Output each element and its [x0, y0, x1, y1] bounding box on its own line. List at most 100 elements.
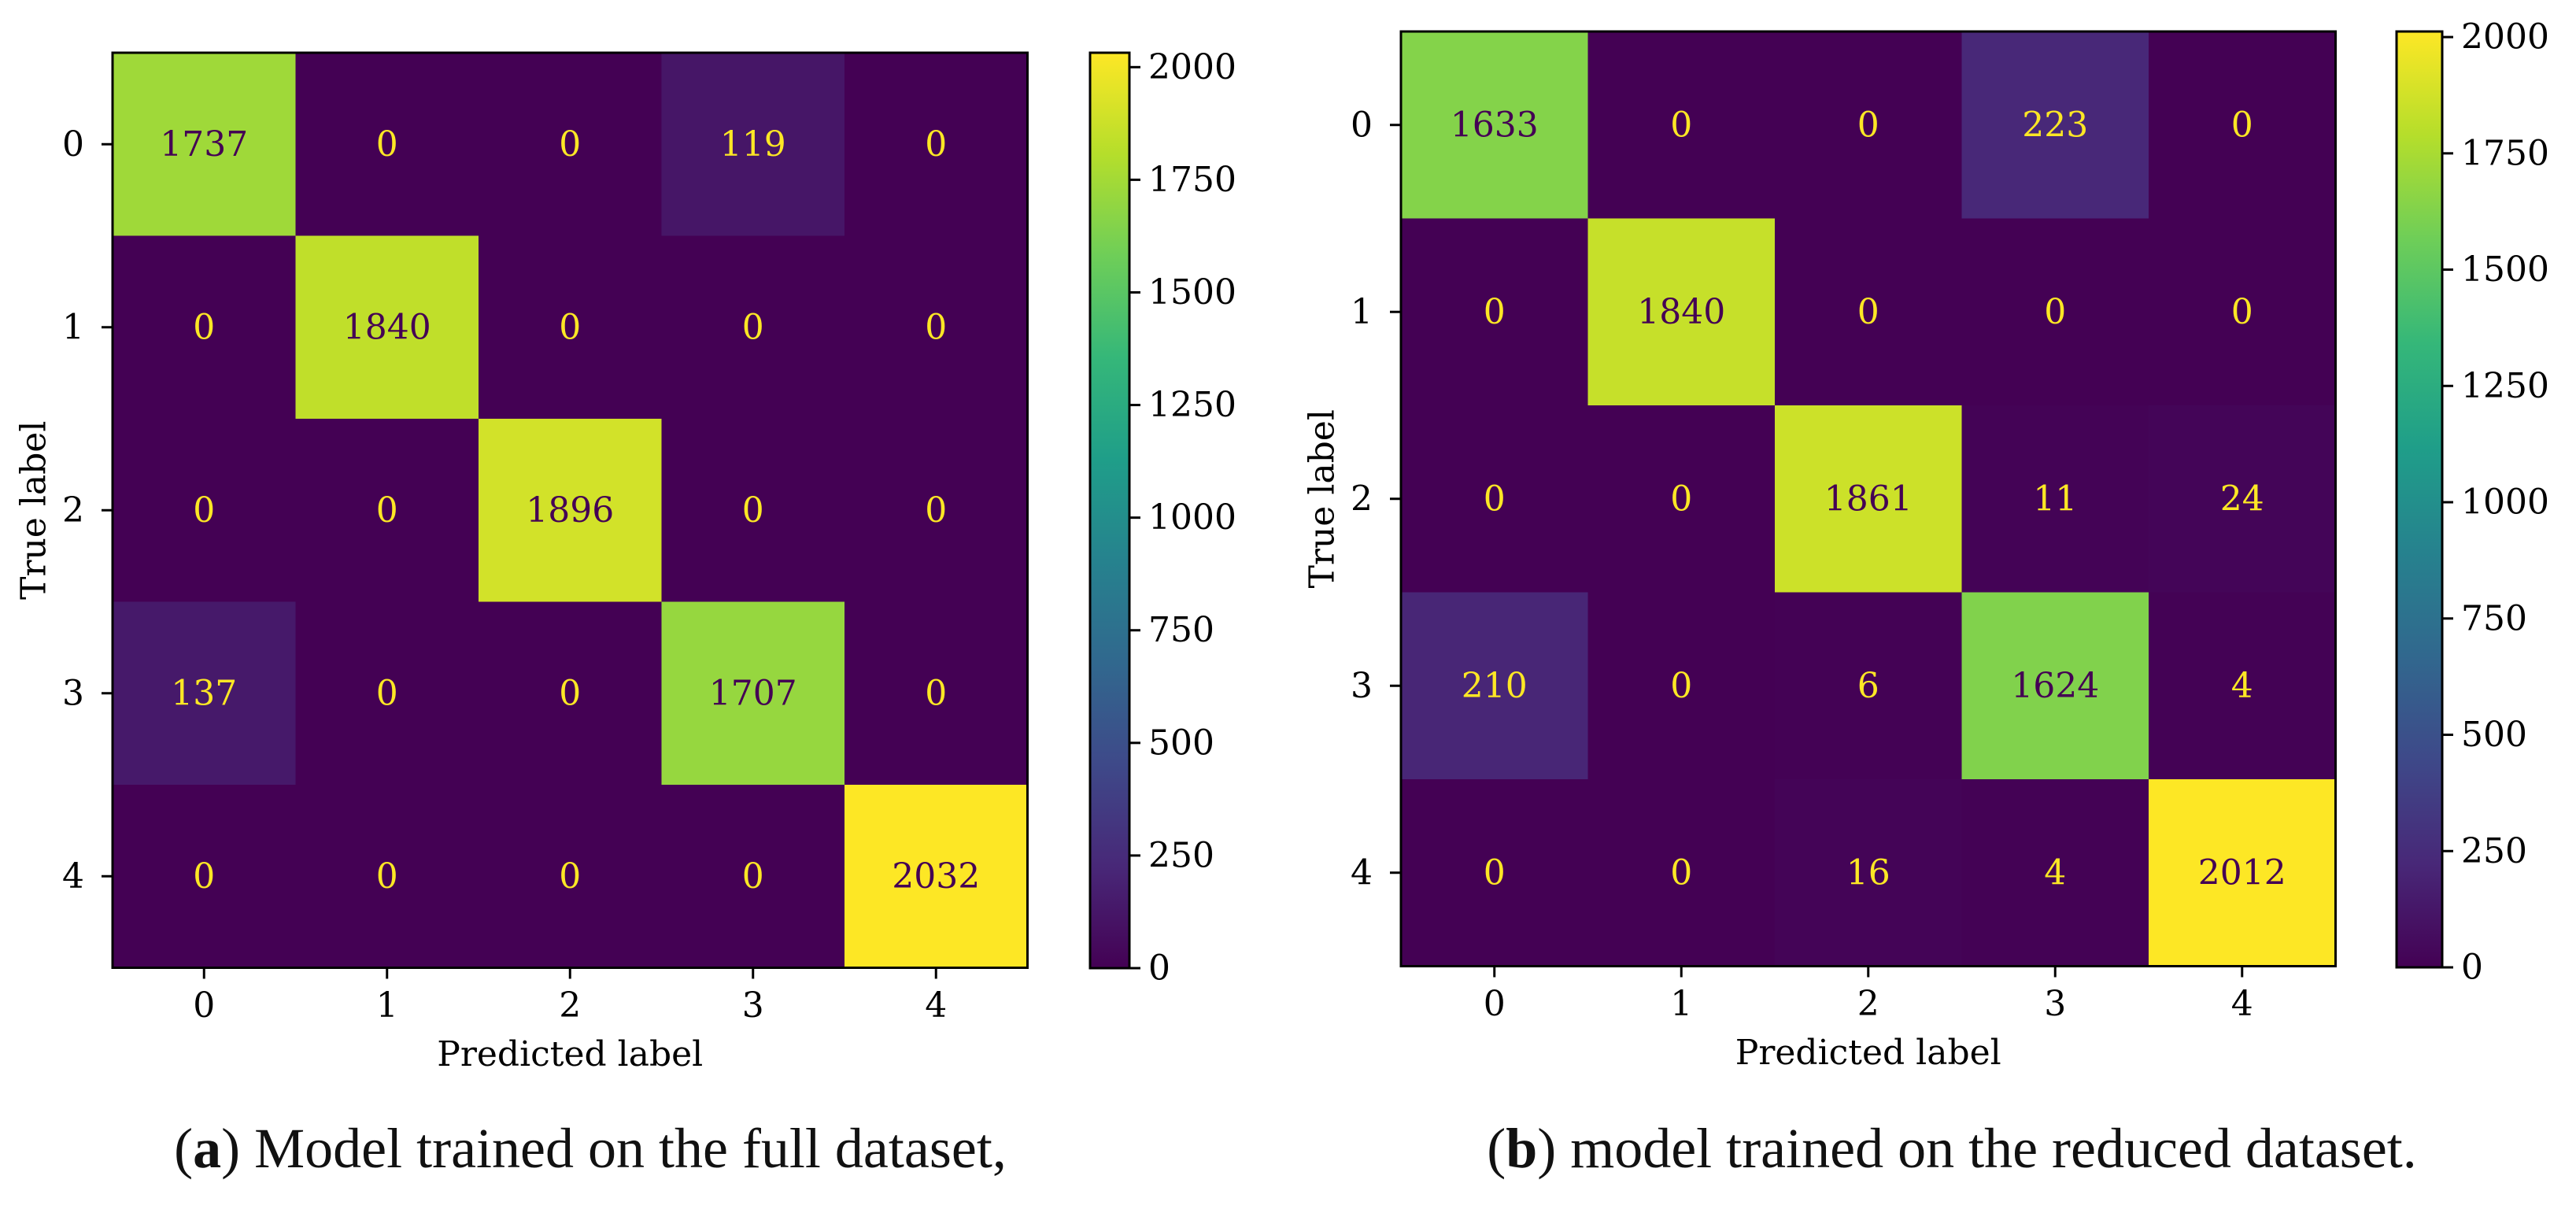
cell-b-4-0 — [1401, 779, 1589, 967]
cell-value-b-2-3: 11 — [2033, 479, 2077, 519]
colorbar-tick-label-b-2: 500 — [2461, 715, 2527, 755]
cell-b-2-2 — [1775, 405, 1963, 593]
colorbar-tick-label-a-4: 1000 — [1148, 497, 1236, 538]
cell-value-b-4-1: 0 — [1670, 852, 1692, 893]
cell-a-1-3 — [661, 235, 845, 420]
colorbar-tick-label-b-1: 250 — [2461, 831, 2527, 871]
y-tick-label-a-1: 1 — [62, 307, 84, 347]
cell-b-2-0 — [1401, 405, 1589, 593]
cell-value-a-2-0: 0 — [193, 490, 215, 531]
cell-value-b-4-2: 16 — [1846, 852, 1890, 893]
x-tick-label-b-0: 0 — [1484, 984, 1506, 1024]
y-tick-label-a-0: 0 — [62, 124, 84, 165]
cell-b-3-2 — [1775, 592, 1963, 780]
cell-a-0-4 — [844, 53, 1029, 237]
cell-value-b-0-3: 223 — [2022, 105, 2088, 145]
cell-value-b-3-4: 4 — [2231, 666, 2253, 706]
cell-value-a-0-3: 119 — [720, 124, 786, 165]
cell-a-2-0 — [113, 419, 297, 603]
cell-a-0-3 — [661, 53, 845, 237]
caption-b: (b) model trained on the reduced dataset… — [1487, 1117, 2417, 1180]
cell-a-3-0 — [113, 601, 297, 786]
caption-a-text: Model trained on the full dataset, — [254, 1117, 1007, 1180]
cell-value-a-4-0: 0 — [193, 856, 215, 897]
x-tick-label-b-4: 4 — [2231, 984, 2253, 1024]
colorbar-tick-label-a-8: 2000 — [1148, 47, 1236, 87]
cell-value-b-3-2: 6 — [1857, 666, 1879, 706]
cell-a-3-3 — [661, 601, 845, 786]
cell-value-b-0-1: 0 — [1670, 105, 1692, 145]
cell-b-4-2 — [1775, 779, 1963, 967]
cell-b-1-0 — [1401, 218, 1589, 406]
cell-a-4-4 — [844, 785, 1029, 969]
cell-b-0-4 — [2149, 31, 2337, 220]
cell-value-b-3-3: 1624 — [2011, 666, 2099, 706]
cell-b-4-1 — [1587, 779, 1776, 967]
colorbar-tick-label-b-0: 0 — [2461, 948, 2483, 988]
cell-b-3-4 — [2149, 592, 2337, 780]
colorbar-tick-label-b-6: 1500 — [2461, 250, 2549, 290]
colorbar-tick-label-a-5: 1250 — [1148, 385, 1236, 425]
cell-a-2-4 — [844, 419, 1029, 603]
cell-value-b-4-4: 2012 — [2198, 852, 2286, 893]
y-tick-label-b-1: 1 — [1351, 292, 1373, 332]
cell-b-1-1 — [1587, 218, 1776, 406]
y-tick-label-a-2: 2 — [62, 490, 84, 531]
caption-b-label: b — [1506, 1117, 1538, 1180]
cell-value-b-2-4: 24 — [2220, 479, 2264, 519]
cell-value-a-4-1: 0 — [376, 856, 398, 897]
colorbar-tick-label-a-0: 0 — [1148, 948, 1170, 989]
cell-value-b-3-0: 210 — [1462, 666, 1528, 706]
x-tick-label-a-4: 4 — [925, 985, 947, 1026]
x-tick-label-a-2: 2 — [559, 985, 581, 1026]
cell-a-1-2 — [479, 235, 663, 420]
cell-value-a-2-2: 1896 — [526, 490, 614, 531]
caption-b-text: model trained on the reduced dataset. — [1570, 1117, 2417, 1180]
cell-value-a-2-3: 0 — [742, 490, 764, 531]
x-tick-label-b-1: 1 — [1670, 984, 1692, 1024]
cell-b-4-4 — [2149, 779, 2337, 967]
cell-value-a-1-2: 0 — [559, 307, 581, 347]
cell-value-b-1-1: 1840 — [1637, 292, 1725, 332]
cell-a-4-3 — [661, 785, 845, 969]
cell-b-4-3 — [1961, 779, 2149, 967]
cell-b-0-3 — [1961, 31, 2149, 220]
cell-value-a-2-4: 0 — [925, 490, 947, 531]
cell-value-b-0-4: 0 — [2231, 105, 2253, 145]
cell-b-2-3 — [1961, 405, 2149, 593]
cell-value-a-3-1: 0 — [376, 673, 398, 713]
cell-value-a-3-2: 0 — [559, 673, 581, 713]
cell-b-3-3 — [1961, 592, 2149, 780]
cell-b-0-0 — [1401, 31, 1589, 220]
x-tick-label-a-0: 0 — [193, 985, 215, 1026]
colorbar-tick-label-a-2: 500 — [1148, 723, 1214, 763]
cell-a-2-2 — [479, 419, 663, 603]
cell-a-4-2 — [479, 785, 663, 969]
x-tick-label-b-3: 3 — [2044, 984, 2066, 1024]
cell-b-3-1 — [1587, 592, 1776, 780]
colorbar-tick-label-a-1: 250 — [1148, 835, 1214, 875]
cell-value-b-1-4: 0 — [2231, 292, 2253, 332]
colorbar-tick-label-b-3: 750 — [2461, 598, 2527, 638]
cell-value-b-0-0: 1633 — [1451, 105, 1539, 145]
colorbar-tick-label-b-5: 1250 — [2461, 366, 2549, 406]
cell-b-1-3 — [1961, 218, 2149, 406]
y-tick-label-b-2: 2 — [1351, 479, 1373, 519]
cell-value-a-0-1: 0 — [376, 124, 398, 165]
x-axis-label-a: Predicted label — [437, 1034, 703, 1074]
cell-a-1-1 — [295, 235, 479, 420]
y-tick-label-b-4: 4 — [1351, 852, 1373, 893]
cell-value-b-0-2: 0 — [1857, 105, 1879, 145]
cell-value-b-4-3: 4 — [2044, 852, 2066, 893]
colorbar-tick-label-b-7: 1750 — [2461, 133, 2549, 173]
cell-value-b-1-2: 0 — [1857, 292, 1879, 332]
cell-b-1-2 — [1775, 218, 1963, 406]
cell-a-0-0 — [113, 53, 297, 237]
cell-b-2-1 — [1587, 405, 1776, 593]
colorbar-tick-label-b-8: 2000 — [2461, 17, 2549, 57]
cell-value-b-3-1: 0 — [1670, 666, 1692, 706]
colorbar-tick-label-b-4: 1000 — [2461, 482, 2549, 523]
cell-value-a-1-3: 0 — [742, 307, 764, 347]
